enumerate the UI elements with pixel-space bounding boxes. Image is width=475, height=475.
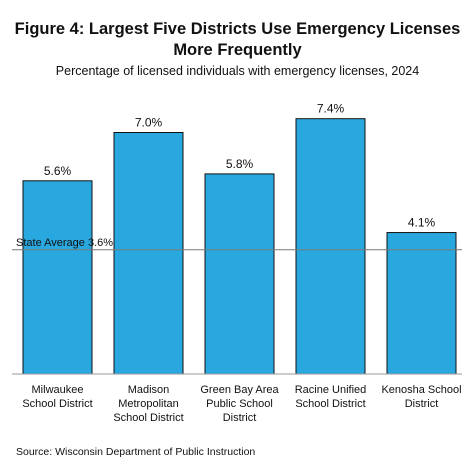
data-label-0: 5.6% (44, 164, 72, 178)
category-label-2-line-2: District (223, 412, 257, 424)
source-note: Source: Wisconsin Department of Public I… (16, 446, 256, 458)
data-label-3: 7.4% (317, 102, 345, 116)
bar-2 (204, 173, 275, 375)
category-label-1-line-0: Madison (128, 384, 170, 396)
category-label-4-line-0: Kenosha School (381, 384, 461, 396)
category-label-0-line-0: Milwaukee (32, 384, 84, 396)
category-label-2-line-1: Public School (206, 398, 273, 410)
data-label-2: 5.8% (226, 157, 254, 171)
category-label-3-line-0: Racine Unified (295, 384, 367, 396)
category-label-0-line-1: School District (22, 398, 92, 410)
chart-title-line-1: Figure 4: Largest Five Districts Use Eme… (14, 20, 461, 38)
chart-title-line-2: More Frequently (173, 41, 302, 59)
category-label-3-line-1: School District (295, 398, 365, 410)
bar-3 (295, 118, 366, 375)
bar-1 (113, 132, 184, 375)
category-label-2-line-0: Green Bay Area (200, 384, 279, 396)
state-average-label: State Average 3.6% (16, 237, 113, 249)
bar-0 (22, 180, 93, 375)
category-label-1-line-1: Metropolitan (118, 398, 179, 410)
data-label-4: 4.1% (408, 216, 436, 230)
chart-title: Figure 4: Largest Five Districts Use Eme… (0, 19, 475, 61)
category-label-1-line-2: School District (113, 412, 183, 424)
bar-4 (386, 232, 457, 375)
data-label-1: 7.0% (135, 116, 163, 130)
chart-subtitle: Percentage of licensed individuals with … (55, 64, 420, 78)
category-label-4-line-1: District (405, 398, 439, 410)
